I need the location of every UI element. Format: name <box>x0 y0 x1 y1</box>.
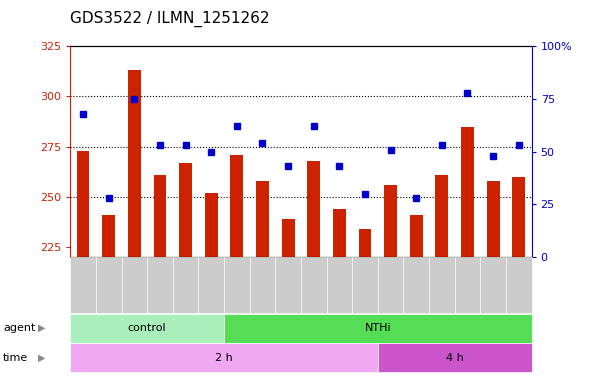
Bar <box>384 185 397 257</box>
Bar <box>230 155 243 257</box>
Text: ▶: ▶ <box>38 353 45 363</box>
Text: time: time <box>3 353 28 363</box>
Bar <box>205 193 218 257</box>
Bar <box>487 181 500 257</box>
Bar <box>153 175 166 257</box>
Bar <box>76 151 89 257</box>
Text: 2 h: 2 h <box>215 353 233 363</box>
Text: ▶: ▶ <box>38 323 45 333</box>
Text: NTHi: NTHi <box>365 323 391 333</box>
Bar <box>359 229 371 257</box>
Bar <box>307 161 320 257</box>
Text: agent: agent <box>3 323 35 333</box>
Text: 4 h: 4 h <box>446 353 464 363</box>
Text: GDS3522 / ILMN_1251262: GDS3522 / ILMN_1251262 <box>70 11 270 27</box>
Bar <box>256 181 269 257</box>
Text: control: control <box>128 323 166 333</box>
Bar <box>333 209 346 257</box>
Bar <box>102 215 115 257</box>
Bar <box>410 215 423 257</box>
Bar <box>179 163 192 257</box>
Bar <box>461 127 474 257</box>
Bar <box>282 219 295 257</box>
Bar <box>128 70 141 257</box>
Bar <box>513 177 525 257</box>
Bar <box>436 175 448 257</box>
